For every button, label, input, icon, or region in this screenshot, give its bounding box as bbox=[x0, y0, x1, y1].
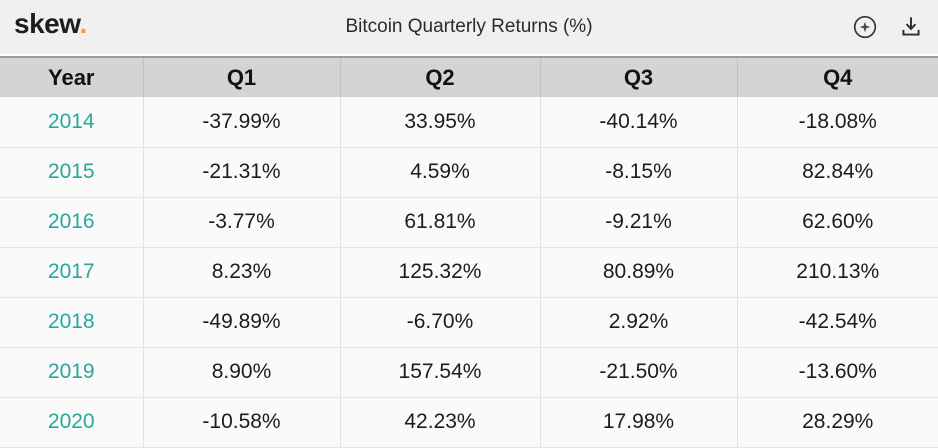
return-value-cell: -40.14% bbox=[540, 97, 738, 148]
table-row: 2018 -49.89% -6.70% 2.92% -42.54% bbox=[0, 297, 938, 348]
year-cell: 2020 bbox=[0, 397, 144, 448]
table-row: 2017 8.23% 125.32% 80.89% 210.13% bbox=[0, 247, 938, 298]
topbar-icons bbox=[850, 0, 926, 54]
return-value-cell: -10.58% bbox=[143, 397, 341, 448]
return-value-cell: 8.90% bbox=[143, 347, 341, 398]
returns-table: Year Q1 Q2 Q3 Q4 2014 -37.99% 33.95% -40.14% -18… bbox=[0, 56, 938, 448]
year-cell: 2014 bbox=[0, 97, 144, 148]
table-header-row: Year Q1 Q2 Q3 Q4 bbox=[0, 57, 938, 97]
return-value-cell: 210.13% bbox=[737, 247, 938, 298]
table-row: 2014 -37.99% 33.95% -40.14% -18.08% bbox=[0, 97, 938, 148]
table-row: 2019 8.90% 157.54% -21.50% -13.60% bbox=[0, 347, 938, 398]
year-cell: 2017 bbox=[0, 247, 144, 298]
return-value-cell: 42.23% bbox=[340, 397, 541, 448]
return-value-cell: -8.15% bbox=[540, 147, 738, 198]
return-value-cell: 80.89% bbox=[540, 247, 738, 298]
column-header-q4: Q4 bbox=[737, 57, 938, 97]
download-icon bbox=[898, 14, 924, 40]
table-row: 2020 -10.58% 42.23% 17.98% 28.29% bbox=[0, 397, 938, 448]
column-header-q1: Q1 bbox=[143, 57, 341, 97]
return-value-cell: 2.92% bbox=[540, 297, 738, 348]
return-value-cell: 4.59% bbox=[340, 147, 541, 198]
return-value-cell: 28.29% bbox=[737, 397, 938, 448]
return-value-cell: -9.21% bbox=[540, 197, 738, 248]
return-value-cell: 157.54% bbox=[340, 347, 541, 398]
return-value-cell: -21.50% bbox=[540, 347, 738, 398]
topbar: skew. Bitcoin Quarterly Returns (%) bbox=[0, 0, 938, 54]
return-value-cell: -13.60% bbox=[737, 347, 938, 398]
star-circle-button[interactable] bbox=[850, 12, 880, 42]
return-value-cell: 62.60% bbox=[737, 197, 938, 248]
return-value-cell: -3.77% bbox=[143, 197, 341, 248]
year-cell: 2019 bbox=[0, 347, 144, 398]
logo-text: skew bbox=[14, 8, 80, 39]
return-value-cell: -18.08% bbox=[737, 97, 938, 148]
table-body: 2014 -37.99% 33.95% -40.14% -18.08% 2015 -21.3… bbox=[0, 97, 938, 448]
returns-table-container: Year Q1 Q2 Q3 Q4 2014 -37.99% 33.95% -40.14% -18… bbox=[0, 56, 938, 448]
return-value-cell: -6.70% bbox=[340, 297, 541, 348]
year-cell: 2015 bbox=[0, 147, 144, 198]
return-value-cell: 17.98% bbox=[540, 397, 738, 448]
page-title: Bitcoin Quarterly Returns (%) bbox=[345, 16, 593, 37]
table-row: 2016 -3.77% 61.81% -9.21% 62.60% bbox=[0, 197, 938, 248]
return-value-cell: -49.89% bbox=[143, 297, 341, 348]
year-cell: 2018 bbox=[0, 297, 144, 348]
column-header-year: Year bbox=[0, 57, 144, 97]
table-row: 2015 -21.31% 4.59% -8.15% 82.84% bbox=[0, 147, 938, 198]
return-value-cell: 61.81% bbox=[340, 197, 541, 248]
year-cell: 2016 bbox=[0, 197, 144, 248]
return-value-cell: 82.84% bbox=[737, 147, 938, 198]
return-value-cell: -37.99% bbox=[143, 97, 341, 148]
logo-dot: . bbox=[79, 8, 87, 39]
column-header-q3: Q3 bbox=[540, 57, 738, 97]
return-value-cell: 33.95% bbox=[340, 97, 541, 148]
return-value-cell: -42.54% bbox=[737, 297, 938, 348]
return-value-cell: -21.31% bbox=[143, 147, 341, 198]
return-value-cell: 8.23% bbox=[143, 247, 341, 298]
star-circle-icon bbox=[852, 14, 878, 40]
download-button[interactable] bbox=[896, 12, 926, 42]
return-value-cell: 125.32% bbox=[340, 247, 541, 298]
skew-logo[interactable]: skew. bbox=[14, 8, 87, 40]
column-header-q2: Q2 bbox=[340, 57, 541, 97]
